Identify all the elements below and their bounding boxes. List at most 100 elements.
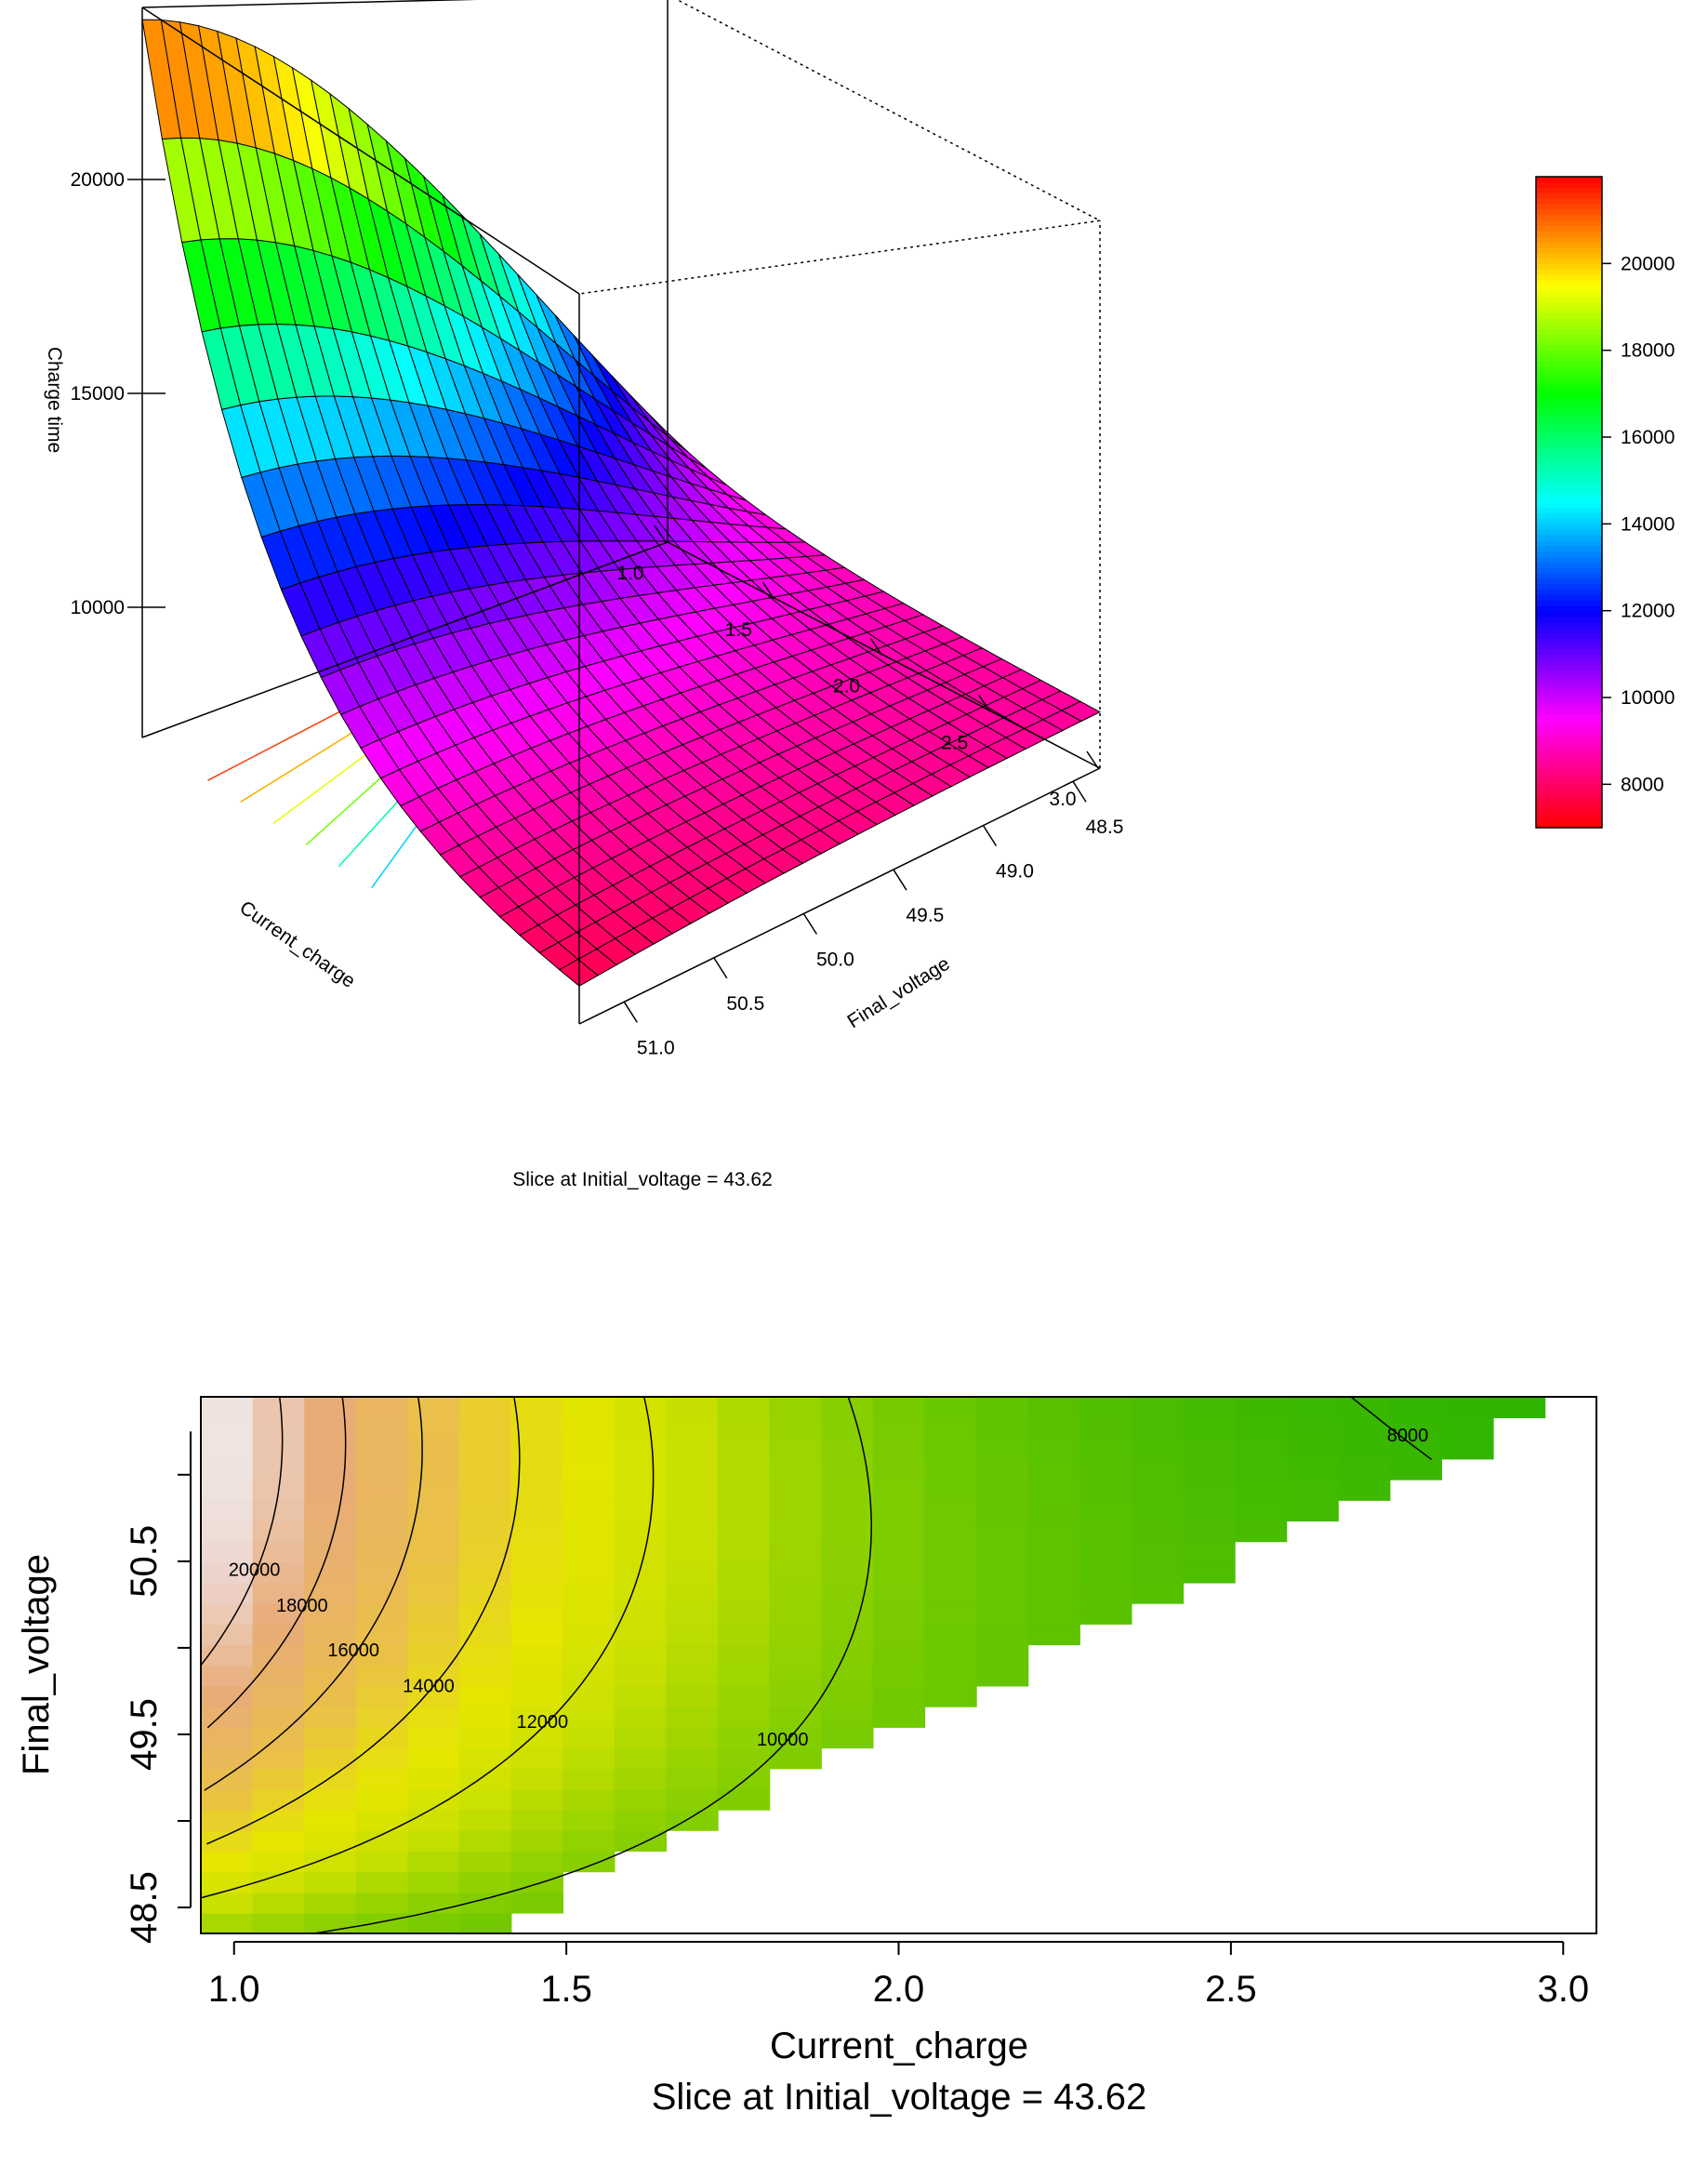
surface-box-back <box>578 0 1101 768</box>
y-tick-label: 50.5 <box>726 993 764 1015</box>
contour-cell <box>563 1500 616 1521</box>
contour-cell <box>459 1747 512 1770</box>
contour-cell <box>355 1624 409 1646</box>
contour-cell <box>666 1665 719 1687</box>
contour-cell <box>614 1582 668 1604</box>
contour-cell <box>407 1851 460 1873</box>
contour-cell <box>459 1521 512 1543</box>
surface-caption: Slice at Initial_voltage = 43.62 <box>512 1169 773 1190</box>
contour-cell <box>614 1644 668 1667</box>
surface-facet <box>141 19 182 140</box>
contour-cell <box>975 1665 1029 1687</box>
y-tick-label: 49.5 <box>906 905 944 926</box>
colorbar-swatch <box>1536 312 1602 319</box>
contour-cell <box>821 1685 874 1707</box>
contour-cell <box>1338 1438 1391 1460</box>
contour-cell <box>355 1458 409 1481</box>
contour-cell <box>201 1851 254 1873</box>
contour-cell <box>769 1665 822 1687</box>
contour-cell <box>975 1397 1029 1418</box>
contour-cell <box>201 1458 254 1481</box>
colorbar-swatch <box>1536 507 1602 514</box>
contour-cell <box>563 1727 616 1749</box>
contour-cell <box>975 1602 1029 1625</box>
contour-cell <box>666 1727 719 1749</box>
contour-cell <box>1441 1417 1494 1440</box>
contour-cell <box>821 1541 874 1563</box>
contour-cell <box>252 1706 305 1728</box>
contour-cell <box>769 1706 822 1728</box>
contour-cell <box>252 1644 305 1667</box>
contour-cell <box>407 1644 460 1667</box>
contour-cell <box>1131 1500 1185 1521</box>
contour-cell <box>717 1479 771 1501</box>
colorbar-swatch <box>1536 344 1602 352</box>
colorbar-tick-label: 20000 <box>1621 253 1675 274</box>
contour-cell <box>717 1706 771 1728</box>
contour-cell <box>510 1624 563 1646</box>
contour-cell <box>924 1561 977 1584</box>
colorbar-swatch <box>1536 784 1602 790</box>
contour-cell <box>821 1521 874 1543</box>
contour-cell <box>1441 1397 1494 1418</box>
colorbar-swatch <box>1536 643 1602 650</box>
colorbar-swatch <box>1536 328 1602 335</box>
contour-cell <box>510 1479 563 1501</box>
contour-line <box>205 1397 521 1845</box>
contour-cell <box>666 1602 719 1625</box>
box-edge <box>667 541 1101 769</box>
colorbar-swatch <box>1536 778 1602 785</box>
contour-cell <box>924 1500 977 1521</box>
contour-cell <box>924 1438 977 1460</box>
contour-cell <box>1389 1438 1442 1460</box>
contour-cell <box>201 1397 254 1418</box>
contour-cell <box>201 1809 254 1831</box>
colorbar-swatch <box>1536 529 1602 536</box>
contour-cell <box>924 1624 977 1646</box>
contour-cell <box>563 1541 616 1563</box>
contour-cell <box>1079 1458 1132 1481</box>
contour-cell <box>666 1685 719 1707</box>
contour-cell <box>1079 1479 1132 1501</box>
contour-cell <box>201 1500 254 1521</box>
contour-cell <box>872 1582 926 1604</box>
colorbar-swatch <box>1536 578 1602 585</box>
contour-cell <box>666 1458 719 1481</box>
contour-cell <box>252 1665 305 1687</box>
colorbar-swatch <box>1536 382 1602 390</box>
contour-cell <box>201 1417 254 1440</box>
contour-lines: 8000 10000 12000 14000 16000 18000 20000 <box>201 1397 1433 1933</box>
contour-cell <box>1027 1521 1080 1543</box>
contour-cell <box>407 1665 460 1687</box>
contour-cell <box>614 1788 668 1811</box>
x-tick-label: 3.0 <box>1537 1969 1589 2010</box>
contour-cell <box>304 1644 357 1667</box>
contour-level-label: 16000 <box>327 1640 379 1661</box>
colorbar-swatch <box>1536 627 1602 633</box>
contour-cell <box>459 1458 512 1481</box>
colorbar-swatch <box>1536 193 1602 199</box>
contour-cell <box>1234 1521 1288 1543</box>
colorbar-swatch <box>1536 539 1602 547</box>
contour-cell <box>614 1830 668 1852</box>
colorbar-tick-label: 10000 <box>1621 687 1675 709</box>
contour-caption: Slice at Initial_voltage = 43.62 <box>652 2077 1147 2118</box>
y-tick-mark <box>623 1001 638 1023</box>
surface-box-front <box>141 0 1101 1025</box>
colorbar-swatch <box>1536 502 1602 509</box>
contour-cell <box>201 1747 254 1770</box>
contour-cell <box>924 1602 977 1625</box>
contour-cell <box>614 1768 668 1790</box>
contour-cell <box>355 1479 409 1501</box>
contour-cell <box>872 1479 926 1501</box>
contour-cell <box>407 1582 460 1604</box>
colorbar-swatch <box>1536 610 1602 618</box>
contour-cell <box>407 1788 460 1811</box>
contour-cell <box>510 1809 563 1831</box>
contour-cell <box>975 1561 1029 1584</box>
colorbar-swatch <box>1536 535 1602 541</box>
colorbar-swatch <box>1536 204 1602 210</box>
contour-cell <box>924 1582 977 1604</box>
colorbar-swatch <box>1536 453 1602 459</box>
colorbar-swatch <box>1536 274 1602 281</box>
